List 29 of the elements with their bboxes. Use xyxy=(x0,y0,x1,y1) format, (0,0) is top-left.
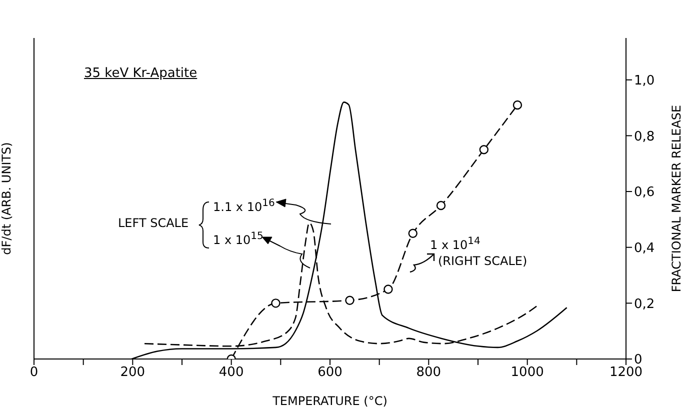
x-tick-label: 200 xyxy=(120,365,146,380)
legend-label: 1.1 x 10$^{16}$ xyxy=(213,198,275,214)
y2-tick-label: 0,8 xyxy=(634,129,655,144)
x-tick-label: 1200 xyxy=(609,365,643,380)
point xyxy=(271,298,280,308)
x-tick-label: 800 xyxy=(416,365,442,380)
y-axis-title: dF/dt (ARB. UNITS) xyxy=(0,142,14,255)
point xyxy=(436,200,446,210)
chart-title: 35 keV Kr-Apatite xyxy=(84,66,198,81)
y2-tick-label: 0,2 xyxy=(634,296,655,312)
y2-axis-title: FRACTIONAL MARKER RELEASE xyxy=(669,104,684,292)
point xyxy=(512,100,522,110)
x-tick-label: 400 xyxy=(218,365,244,380)
x-tick-label: 0 xyxy=(30,365,38,380)
y2-tick-label: 0,4 xyxy=(634,240,655,256)
legend-label: 1 x 10$^{15}$ xyxy=(213,231,264,247)
y2-tick-label: 0,6 xyxy=(634,185,655,200)
x-tick-label: 600 xyxy=(318,365,342,380)
point xyxy=(408,228,418,238)
series-label: 1 x 10$^{14}$ xyxy=(430,236,480,252)
annotation: LEFT SCALE xyxy=(118,216,189,230)
point xyxy=(479,145,489,154)
point xyxy=(345,296,354,305)
x-axis-title: TEMPERATURE (°C) xyxy=(272,394,388,408)
point xyxy=(384,284,393,294)
annotation: (RIGHT SCALE) xyxy=(438,254,528,268)
y2-tick-label: 1,0 xyxy=(634,73,655,88)
y2-tick-label: 0 xyxy=(634,352,642,368)
x-tick-label: 1000 xyxy=(510,365,544,380)
